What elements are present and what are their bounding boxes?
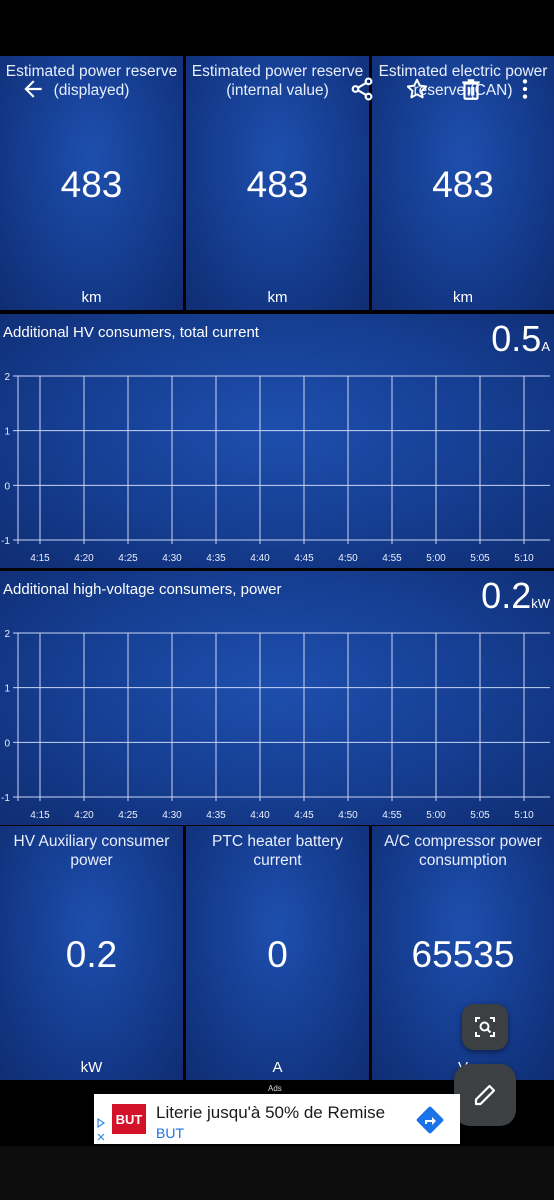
x-tick-label: 5:10 [514,810,534,821]
x-tick-label: 4:55 [382,553,402,564]
tile-title: A/C compressor power consumption [384,833,542,869]
system-navigation-bar [0,1146,554,1200]
x-tick-label: 4:25 [118,553,138,564]
tile-power-reserve-internal[interactable]: Estimated power reserve (internal value)… [186,56,369,310]
chart-panel-hv-current[interactable]: Additional HV consumers, total current 0… [0,314,554,568]
x-tick-label: 4:35 [206,553,226,564]
y-tick-label: 0 [4,738,10,749]
ad-brand: BUT [156,1125,184,1141]
x-tick-label: 5:00 [426,810,446,821]
x-tick-label: 4:55 [382,810,402,821]
tile-value: 483 [60,164,123,205]
x-tick-label: 5:10 [514,553,534,564]
x-tick-label: 4:45 [294,553,314,564]
x-tick-label: 5:00 [426,553,446,564]
directions-icon[interactable] [415,1105,445,1135]
x-tick-label: 4:15 [30,810,50,821]
tile-value: 483 [246,164,309,205]
chart-current-value: 0.5A [491,318,550,359]
chart-plot-hv-current: 2 1 0 -1 4:15 4:20 4:25 4:30 4:35 4:40 4:45 4:50 4:5… [1,372,550,564]
star-outline-icon[interactable] [404,76,430,102]
screenshot-search-button[interactable] [462,1004,508,1050]
tile-title: Estimated electric power reserve (CAN) [378,63,548,99]
tile-unit: kW [80,1059,103,1076]
x-tick-label: 4:50 [338,810,358,821]
tile-electric-power-reserve[interactable]: Estimated electric power reserve (CAN) 4… [372,56,554,310]
y-tick-label: 2 [4,372,10,383]
chart-title: Additional high-voltage consumers, power [3,581,282,598]
y-tick-label: 0 [4,481,10,492]
x-tick-label: 5:05 [470,553,490,564]
tile-unit: km [81,289,102,306]
y-tick-label: -1 [1,536,10,547]
y-tick-label: -1 [1,793,10,804]
more-vert-icon[interactable] [512,76,538,102]
x-tick-label: 4:50 [338,553,358,564]
x-tick-label: 4:25 [118,810,138,821]
adchoices-play-icon[interactable] [96,1118,106,1128]
x-tick-label: 4:20 [74,553,94,564]
screenshot-search-icon [475,1017,495,1037]
x-tick-label: 4:15 [30,553,50,564]
ad-logo: BUT [112,1104,146,1134]
tile-unit: km [453,289,473,306]
x-tick-label: 4:40 [250,553,270,564]
trash-icon[interactable] [458,76,484,102]
x-tick-label: 4:40 [250,810,270,821]
y-tick-label: 1 [4,427,10,438]
y-tick-label: 1 [4,684,10,695]
tile-value: 65535 [411,934,515,975]
tile-value: 0.2 [65,934,118,975]
tile-unit: km [267,289,288,306]
chart-current-value: 0.2kW [481,575,550,616]
ad-logo-text: BUT [115,1111,143,1127]
x-tick-label: 4:20 [74,810,94,821]
tile-value: 483 [432,164,494,205]
tile-unit: A [272,1059,283,1076]
close-icon[interactable] [96,1132,106,1142]
tile-title: HV Auxiliary consumer power [13,833,170,869]
x-tick-label: 4:45 [294,810,314,821]
chart-panel-hv-power[interactable]: Additional high-voltage consumers, power… [0,571,554,825]
x-tick-label: 5:05 [470,810,490,821]
tile-ptc-heater-current[interactable]: PTC heater battery current 0 A [186,826,369,1080]
tile-value: 0 [267,934,288,975]
tile-title: Estimated power reserve (internal value) [191,63,364,99]
x-tick-label: 4:30 [162,553,182,564]
arrow-left-icon[interactable] [20,76,46,102]
tile-title: PTC heater battery current [212,833,343,869]
tile-power-reserve-displayed[interactable]: Estimated power reserve (displayed) 483 … [0,56,183,310]
x-tick-label: 4:30 [162,810,182,821]
chart-title: Additional HV consumers, total current [3,324,259,341]
ad-headline: Literie jusqu'à 50% de Remise [156,1103,386,1122]
tile-hv-auxiliary-power[interactable]: HV Auxiliary consumer power 0.2 kW [0,826,183,1080]
edit-button[interactable] [454,1064,516,1126]
pencil-icon [474,1084,496,1106]
x-tick-label: 4:35 [206,810,226,821]
ads-label: Ads [268,1084,282,1093]
y-tick-label: 2 [4,629,10,640]
ad-banner[interactable]: BUT Literie jusqu'à 50% de Remise BUT [94,1094,460,1144]
share-icon[interactable] [349,76,375,102]
chart-plot-hv-power: 2 1 0 -1 4:15 4:20 4:25 4:30 4:35 4:40 4:45 4:50 4:5… [1,629,550,821]
tile-title: Estimated power reserve (displayed) [5,63,178,99]
